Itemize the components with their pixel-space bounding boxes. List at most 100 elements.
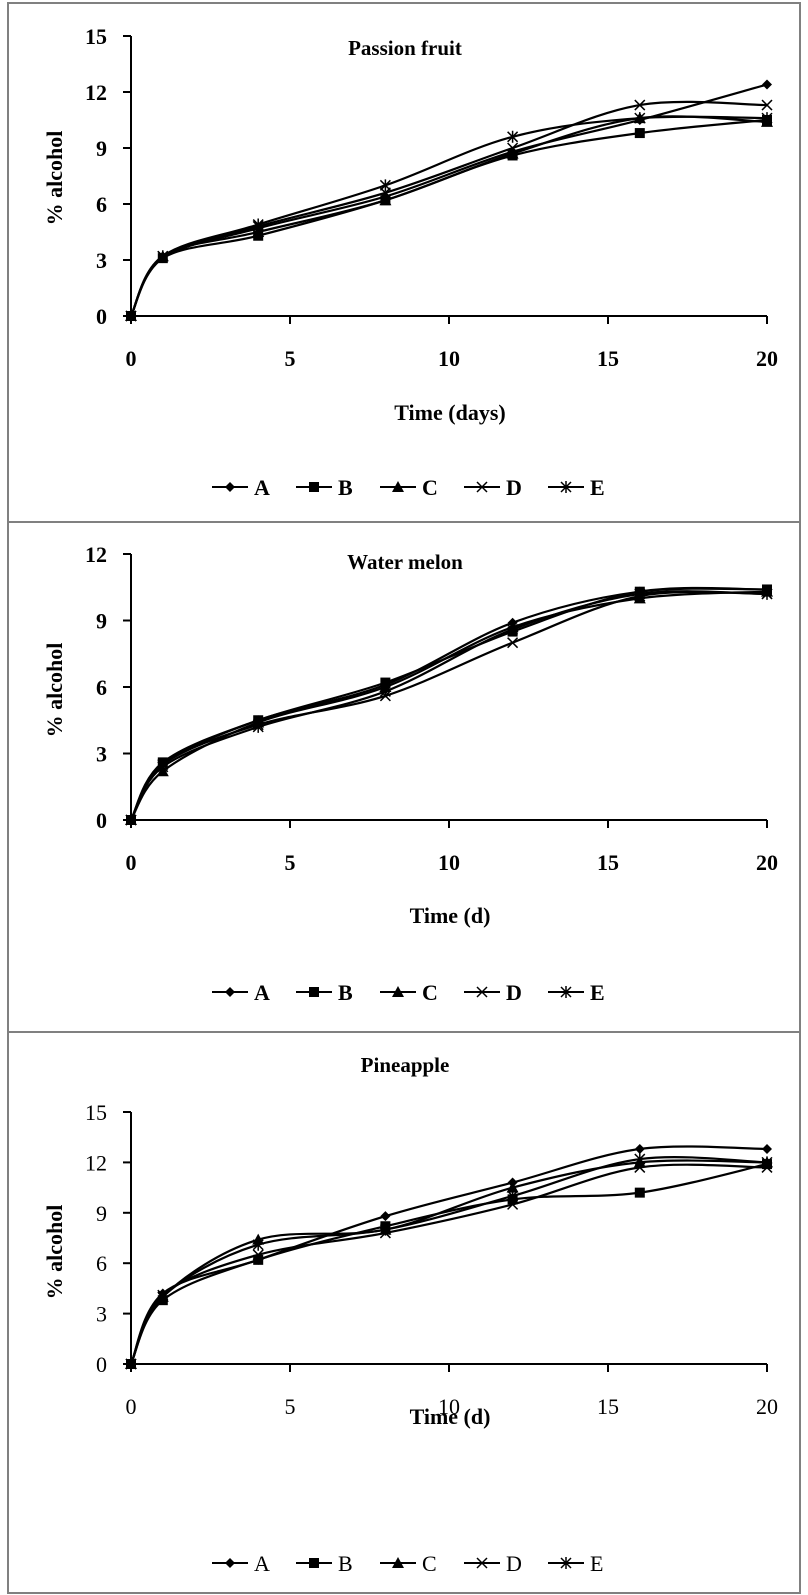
- series-line-e: [129, 1156, 768, 1365]
- series-line-d: [129, 1163, 768, 1365]
- data-point-e: [761, 587, 773, 600]
- x-tick-label: 5: [285, 1394, 296, 1419]
- legend-marker: [476, 986, 488, 998]
- series-line-d: [130, 100, 768, 317]
- x-tick-label: 0: [126, 850, 137, 875]
- y-tick-label: 6: [96, 675, 107, 700]
- data-point-c: [506, 147, 519, 159]
- data-point-b: [253, 1254, 264, 1265]
- data-point-d: [507, 142, 519, 154]
- x-tick-label: 5: [285, 346, 296, 371]
- y-axis-label: % alcohol: [42, 131, 67, 226]
- data-point-d: [507, 637, 519, 649]
- legend-label: E: [590, 980, 605, 1005]
- x-tick-label: 15: [597, 850, 619, 875]
- legend: A B C D E: [212, 475, 605, 500]
- y-tick-label: 12: [85, 542, 107, 567]
- legend-marker: [225, 1558, 235, 1568]
- x-axis-label: Time (days): [394, 400, 505, 425]
- series-line-c: [130, 115, 768, 317]
- data-point-e: [379, 685, 391, 698]
- x-tick-label: 0: [126, 1394, 137, 1419]
- data-point-e: [761, 1156, 773, 1169]
- data-point-c: [252, 226, 265, 237]
- legend-label: D: [506, 1551, 522, 1576]
- y-tick-label: 3: [96, 1302, 107, 1327]
- y-tick-label: 0: [96, 1352, 107, 1377]
- data-point-d: [761, 99, 773, 111]
- legend-item-a: A: [212, 980, 270, 1005]
- series-line-d: [130, 590, 768, 821]
- legend-marker: [392, 1557, 404, 1568]
- legend-item-c: C: [380, 980, 438, 1005]
- figure-border: [7, 2, 801, 1594]
- chart-panel-pineapple: Pineapple % alcohol Time (d) A B C D E 0 3 6 9 1…: [42, 1053, 778, 1576]
- data-point-e: [252, 720, 264, 733]
- x-tick-label: 5: [285, 850, 296, 875]
- legend-item-d: D: [464, 1551, 522, 1576]
- legend-marker: [225, 482, 235, 492]
- legend-label: D: [506, 475, 522, 500]
- y-tick-label: 3: [96, 742, 107, 767]
- y-tick-label: 9: [96, 1201, 107, 1226]
- chart-panel-passion-fruit: Passion fruit % alcohol Time (days) A B C D…: [42, 24, 778, 500]
- legend-item-b: B: [296, 1551, 353, 1576]
- data-point-e: [761, 112, 773, 125]
- legend: A B C D E: [212, 1551, 603, 1576]
- y-axis-label: % alcohol: [42, 643, 67, 738]
- y-tick-label: 0: [96, 304, 107, 329]
- data-point-d: [507, 1198, 519, 1210]
- x-tick-label: 15: [597, 1394, 619, 1419]
- data-point-e: [125, 814, 137, 826]
- y-tick-label: 6: [96, 1251, 107, 1276]
- data-point-e: [379, 1223, 391, 1236]
- legend-marker: [392, 481, 404, 492]
- data-point-e: [252, 218, 264, 231]
- legend-item-e: E: [548, 1551, 603, 1576]
- y-tick-label: 9: [96, 136, 107, 161]
- legend-item-a: A: [212, 1551, 270, 1576]
- legend-item-c: C: [380, 1551, 437, 1576]
- x-tick-label: 20: [756, 850, 778, 875]
- x-axis-label: Time (d): [410, 1404, 491, 1429]
- legend-label: B: [338, 475, 353, 500]
- chart-title: Passion fruit: [348, 36, 462, 60]
- legend-label: C: [422, 475, 438, 500]
- series-line-a: [129, 1145, 768, 1365]
- chart-title: Pineapple: [361, 1053, 450, 1077]
- legend-label: E: [590, 1551, 603, 1576]
- legend-item-d: D: [464, 980, 522, 1005]
- legend-label: A: [254, 1551, 270, 1576]
- data-point-e: [507, 130, 519, 143]
- legend-item-e: E: [548, 980, 605, 1005]
- data-point-c: [379, 194, 392, 206]
- legend-marker: [309, 1558, 319, 1568]
- data-point-e: [252, 1238, 264, 1251]
- data-point-e: [634, 112, 646, 125]
- legend-item-e: E: [548, 475, 605, 500]
- y-axis-label: % alcohol: [42, 1205, 67, 1300]
- legend-label: C: [422, 1551, 437, 1576]
- data-point-b: [634, 1187, 645, 1198]
- y-tick-label: 6: [96, 192, 107, 217]
- data-point-e: [634, 587, 646, 600]
- series-line-c: [129, 1159, 768, 1365]
- data-point-e: [157, 250, 169, 263]
- chart-title: Water melon: [347, 550, 463, 574]
- legend-item-d: D: [464, 475, 522, 500]
- y-tick-label: 0: [96, 808, 107, 833]
- x-tick-label: 15: [597, 346, 619, 371]
- y-tick-label: 12: [85, 80, 107, 105]
- legend-marker: [309, 482, 319, 492]
- legend-item-a: A: [212, 475, 270, 500]
- legend-marker: [560, 1557, 572, 1569]
- data-point-e: [507, 623, 519, 636]
- legend-label: B: [338, 1551, 353, 1576]
- y-tick-label: 12: [85, 1150, 107, 1175]
- series-line-e: [130, 590, 768, 821]
- data-point-e: [157, 760, 169, 773]
- data-point-c: [506, 1181, 519, 1193]
- data-point-e: [379, 179, 391, 192]
- legend-marker: [392, 986, 404, 997]
